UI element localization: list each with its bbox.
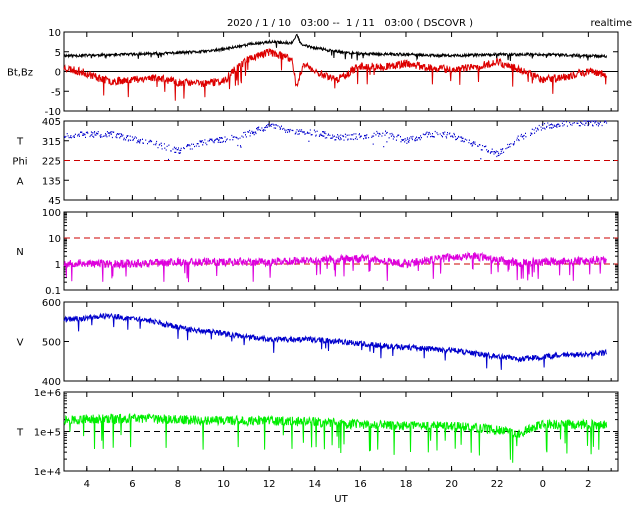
x-tick-label: 20: [445, 479, 458, 490]
y-tick-label-phi: 315: [42, 137, 61, 148]
y-tick-label-b: -10: [45, 107, 61, 118]
realtime-label: realtime: [590, 18, 632, 29]
y-tick-label-v: 400: [42, 377, 61, 388]
y-tick-label-t: 1e+5: [34, 428, 61, 439]
x-tick-label: 4: [84, 479, 90, 490]
y-tick-label-v: 600: [42, 298, 61, 309]
x-tick-label: 0: [540, 479, 546, 490]
panel-label-t: T: [16, 428, 24, 439]
y-tick-label-v: 500: [42, 338, 61, 349]
series-line-t-0: [63, 412, 608, 463]
y-tick-label-n: 1: [55, 260, 61, 271]
y-tick-label-b: 5: [55, 48, 61, 59]
plot-title: 2020 / 1 / 10 03:00 -- 1 / 11 03:00 ( DS…: [226, 18, 474, 29]
y-tick-label-t: 1e+4: [34, 467, 61, 478]
y-tick-label-t: 1e+6: [34, 388, 61, 399]
panel-label-b: Bt,Bz: [7, 68, 33, 79]
y-tick-label-n: 0.1: [45, 286, 61, 297]
y-tick-label-n: 10: [48, 234, 61, 245]
y-tick-label-phi: 225: [42, 157, 61, 168]
panel-label-n: N: [16, 247, 23, 258]
y-tick-label-b: 0: [55, 68, 61, 79]
panel-label-phi: Phi: [12, 157, 27, 168]
x-tick-label: 14: [308, 479, 321, 490]
x-tick-label: 18: [400, 479, 413, 490]
x-tick-label: 16: [354, 479, 367, 490]
panel-label-v: V: [17, 338, 24, 349]
series-line-b-0: [63, 33, 608, 62]
x-tick-label: 10: [217, 479, 230, 490]
x-tick-label: 2: [585, 479, 591, 490]
y-tick-label-n: 100: [42, 208, 61, 219]
x-tick-label: 12: [263, 479, 276, 490]
y-tick-label-b: 10: [48, 28, 61, 39]
panel-label-phi: A: [17, 177, 24, 188]
series-dots-phi-0: [64, 120, 608, 161]
x-tick-label: 6: [129, 479, 135, 490]
x-tick-label: 8: [175, 479, 181, 490]
panel-label-phi: T: [16, 137, 24, 148]
y-tick-label-phi: 135: [42, 176, 61, 187]
y-tick-label-b: -5: [51, 87, 61, 98]
panel-frame-n: [63, 211, 619, 291]
y-tick-label-phi: 405: [42, 117, 61, 128]
series-line-b-1: [63, 48, 608, 101]
series-line-v-0: [63, 312, 608, 370]
x-axis-label: UT: [334, 494, 348, 505]
series-line-n-0: [63, 251, 608, 283]
y-tick-label-phi: 45: [48, 196, 61, 207]
x-tick-label: 22: [491, 479, 504, 490]
